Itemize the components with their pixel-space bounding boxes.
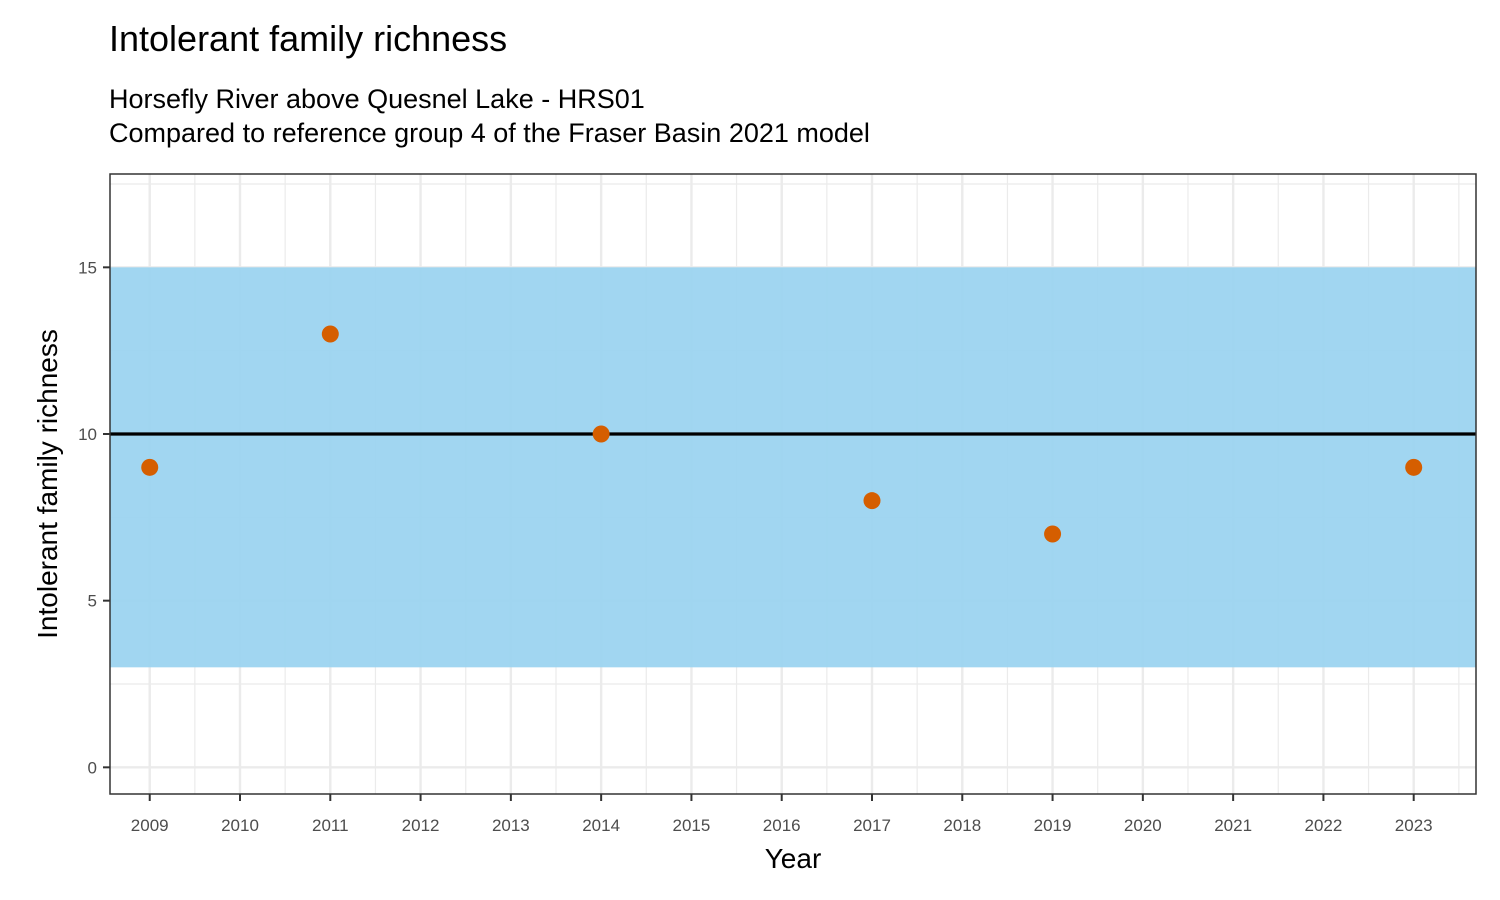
data-point bbox=[141, 458, 159, 476]
x-tick-label: 2019 bbox=[1034, 816, 1072, 835]
data-point bbox=[321, 325, 339, 343]
y-tick-label: 10 bbox=[78, 425, 97, 444]
data-points bbox=[141, 325, 1423, 543]
chart-subtitle-line-2: Compared to reference group 4 of the Fra… bbox=[109, 118, 870, 148]
x-tick-label: 2020 bbox=[1124, 816, 1162, 835]
x-axis-title: Year bbox=[765, 843, 822, 874]
axes: 2009 2010 2011 2012 2013 2014 2015 2016 2017 2018… bbox=[78, 258, 1433, 835]
x-tick-label: 2015 bbox=[673, 816, 711, 835]
x-tick-label: 2021 bbox=[1214, 816, 1252, 835]
x-tick-label: 2023 bbox=[1395, 816, 1433, 835]
data-point bbox=[1405, 458, 1423, 476]
reference-band-layer bbox=[110, 267, 1476, 668]
x-tick-label: 2010 bbox=[221, 816, 259, 835]
y-axis-title: Intolerant family richness bbox=[32, 329, 63, 639]
chart-title: Intolerant family richness bbox=[109, 18, 508, 59]
data-point bbox=[1044, 525, 1062, 543]
x-tick-label: 2013 bbox=[492, 816, 530, 835]
panel-border bbox=[109, 173, 1477, 795]
x-tick-label: 2014 bbox=[582, 816, 620, 835]
x-tick-label: 2016 bbox=[763, 816, 801, 835]
chart-subtitle-line-1: Horsefly River above Quesnel Lake - HRS0… bbox=[109, 84, 645, 114]
x-tick-label: 2018 bbox=[943, 816, 981, 835]
data-point bbox=[592, 425, 610, 443]
x-tick-label: 2011 bbox=[312, 816, 349, 835]
x-tick-label: 2012 bbox=[402, 816, 440, 835]
reference-band bbox=[110, 267, 1476, 668]
y-tick-label: 0 bbox=[88, 758, 97, 777]
x-tick-label: 2022 bbox=[1305, 816, 1343, 835]
x-tick-label: 2017 bbox=[853, 816, 891, 835]
x-tick-label: 2009 bbox=[131, 816, 169, 835]
y-tick-label: 15 bbox=[78, 258, 97, 277]
y-tick-label: 5 bbox=[88, 592, 97, 611]
data-point bbox=[863, 492, 881, 510]
